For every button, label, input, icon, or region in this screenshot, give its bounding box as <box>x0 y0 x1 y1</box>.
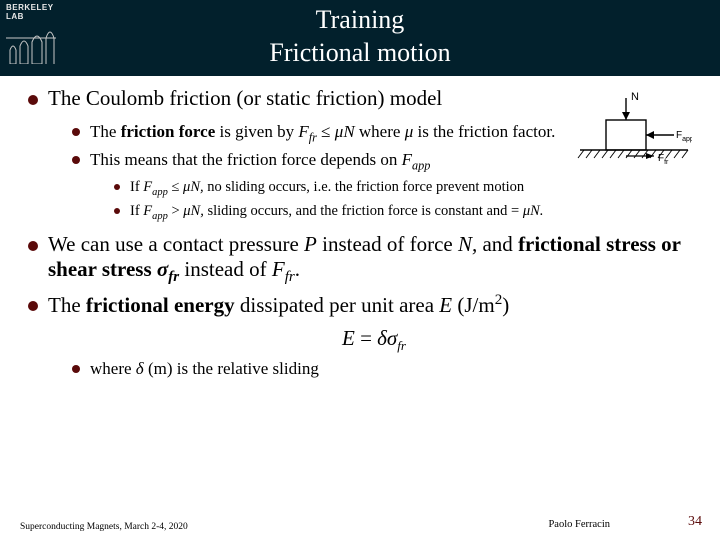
logo-text-2: LAB <box>6 13 60 22</box>
bullet-1: The Coulomb friction (or static friction… <box>28 86 700 224</box>
berkeley-lab-logo: BERKELEY LAB <box>6 4 60 72</box>
slide-title: Training Frictional motion <box>269 4 450 69</box>
title-line-1: Training <box>269 4 450 37</box>
footer-author: Paolo Ferracin <box>548 519 610 530</box>
slide-content: The Coulomb friction (or static friction… <box>0 76 720 381</box>
bullet-1-subsub-2: If Fapp > μN, sliding occurs, and the fr… <box>114 202 700 224</box>
footer-left: Superconducting Magnets, March 2-4, 2020 <box>20 522 188 532</box>
bullet-3-sub-1: where δ (m) is the relative sliding <box>72 358 700 381</box>
bullet-1-sub-2: This means that the friction force depen… <box>72 149 700 224</box>
title-line-2: Frictional motion <box>269 37 450 70</box>
bullet-1-sub-1: The friction force is given by Ffr ≤ μN … <box>72 121 700 146</box>
bullet-2: We can use a contact pressure P instead … <box>28 232 700 286</box>
bullet-3: The frictional energy dissipated per uni… <box>28 292 700 381</box>
logo-arch-icon <box>6 28 56 64</box>
slide-number: 34 <box>688 514 702 530</box>
bullet-1-text: The Coulomb friction (or static friction… <box>48 86 442 110</box>
equation: E = δσfr <box>48 326 700 354</box>
slide-header: BERKELEY LAB Training Frictional motion <box>0 0 720 76</box>
bullet-1-subsub-1: If Fapp ≤ μN, no sliding occurs, i.e. th… <box>114 178 700 200</box>
